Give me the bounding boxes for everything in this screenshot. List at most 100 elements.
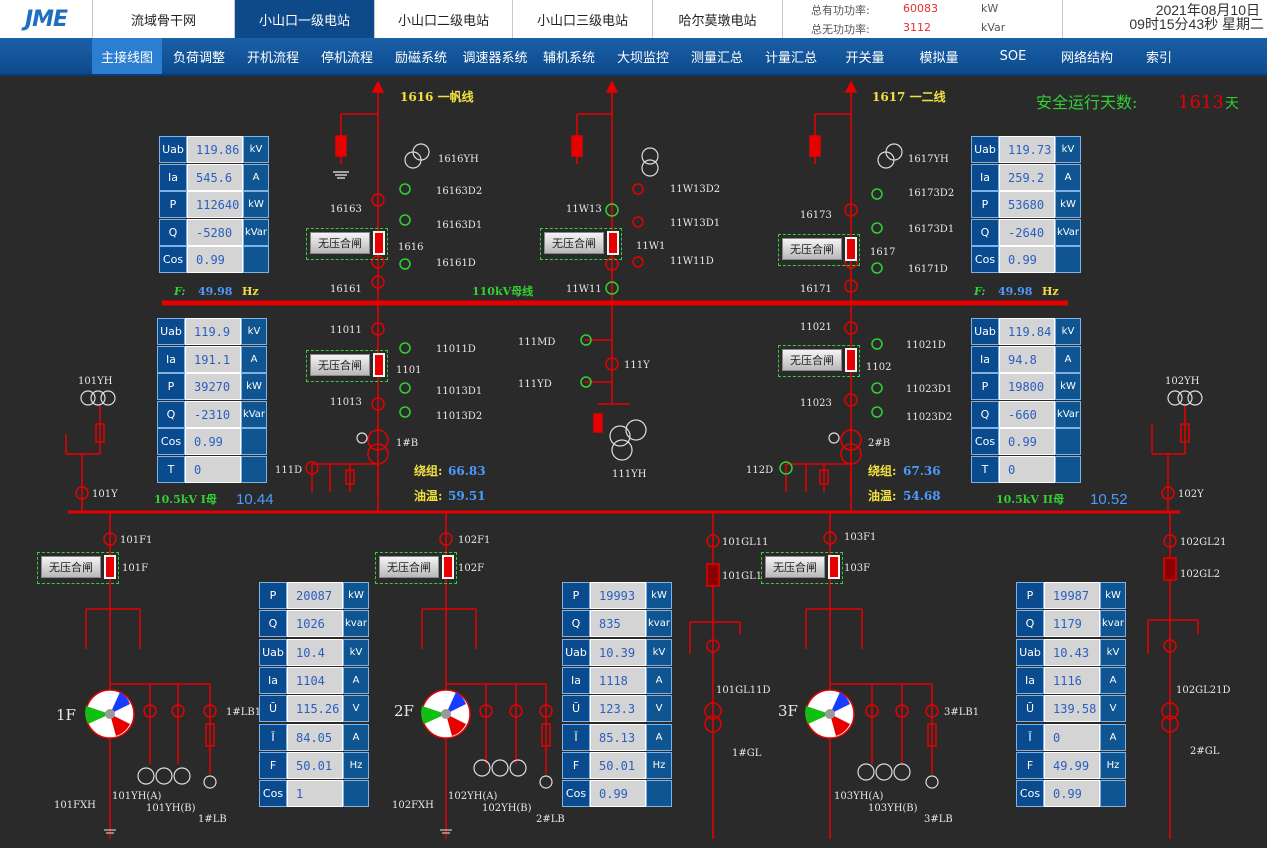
generator-1[interactable]	[85, 689, 135, 739]
panel-row-value: 10.39	[590, 639, 646, 666]
panel-row-value: 0.99	[590, 780, 646, 807]
tab-station-1[interactable]: 小山口一级电站	[234, 0, 374, 38]
breaker-11W1[interactable]	[607, 231, 619, 255]
safety-days-unit: 天	[1225, 96, 1239, 112]
panel-row-value: 139.58	[1044, 695, 1100, 722]
noload-button[interactable]: 无压合闸	[544, 232, 604, 254]
label-101FXH: 101FXH	[54, 800, 96, 811]
nav-metering-summary[interactable]: 计量汇总	[764, 50, 817, 66]
panel-row-unit: Hz	[1100, 752, 1126, 779]
noload-button[interactable]: 无压合闸	[310, 232, 370, 254]
panel-row-value: 119.86	[187, 136, 243, 163]
panel-row-unit: A	[241, 346, 267, 373]
panel-row-unit: V	[1100, 695, 1126, 722]
tab-harmodun[interactable]: 哈尔莫墩电站	[652, 0, 782, 38]
noload-close-102F[interactable]: 无压合闸	[375, 552, 457, 584]
noload-button[interactable]: 无压合闸	[41, 556, 101, 578]
nav-soe[interactable]: SOE	[999, 48, 1027, 64]
panel-row-label: Ū	[259, 695, 287, 722]
panel-row-label: Ū	[562, 695, 590, 722]
panel-row-value: -2310	[185, 401, 241, 428]
panel-row-value: -2640	[999, 219, 1055, 246]
noload-close-1616[interactable]: 无压合闸	[306, 228, 388, 260]
breaker-102F[interactable]	[442, 555, 454, 579]
noload-close-101F[interactable]: 无压合闸	[37, 552, 119, 584]
label-102FXH: 102FXH	[392, 800, 434, 811]
panel-row-unit: Hz	[646, 752, 672, 779]
label-101YHA: 101YH(A)	[112, 791, 162, 802]
label-16173D1: 16173D1	[908, 224, 954, 235]
noload-close-1102[interactable]: 无压合闸	[778, 345, 860, 377]
tab-station-3[interactable]: 小山口三级电站	[512, 0, 652, 38]
nav-main-wiring[interactable]: 主接线图	[92, 38, 162, 74]
panel-row-label: Uab	[259, 639, 287, 666]
nav-auxiliary[interactable]: 辅机系统	[542, 50, 595, 66]
label-103YHB: 103YH(B)	[868, 803, 918, 814]
panel-row-label: F	[259, 752, 287, 779]
panel-row-label: P	[259, 582, 287, 609]
label-103F: 103F	[844, 563, 870, 574]
label-101GL1: 101GL1	[722, 571, 762, 582]
panel-row-label: Cos	[1016, 780, 1044, 807]
nav-network[interactable]: 网络结构	[1060, 50, 1113, 66]
freq-right-value: 49.98	[998, 285, 1033, 298]
noload-button[interactable]: 无压合闸	[782, 238, 842, 260]
panel-row-label: P	[971, 191, 999, 218]
tab-backbone[interactable]: 流域骨干网	[92, 0, 234, 38]
label-3LB1: 3#LB1	[944, 707, 979, 718]
arrow-1616	[371, 80, 385, 93]
panel-row-value: 53680	[999, 191, 1055, 218]
panel-row-value: 115.26	[287, 695, 343, 722]
breaker-1617[interactable]	[845, 237, 857, 261]
panel-row-unit: kW	[1055, 191, 1081, 218]
label-2GL: 2#GL	[1190, 746, 1220, 757]
tab-station-2[interactable]: 小山口二级电站	[374, 0, 512, 38]
nav-excitation[interactable]: 励磁系统	[394, 50, 447, 66]
generator-3[interactable]	[805, 689, 855, 739]
t1-winding-value: 66.83	[448, 464, 486, 478]
nav-measure-summary[interactable]: 测量汇总	[690, 50, 743, 66]
nav-index[interactable]: 索引	[1145, 50, 1172, 66]
breaker-1101[interactable]	[373, 353, 385, 377]
noload-close-1101[interactable]: 无压合闸	[306, 350, 388, 382]
breaker-1102[interactable]	[845, 348, 857, 372]
label-112D: 112D	[746, 465, 773, 476]
panel-row-label: Cos	[157, 428, 185, 455]
breaker-103F[interactable]	[828, 555, 840, 579]
nav-shutdown-flow[interactable]: 停机流程	[320, 50, 373, 66]
noload-close-11W1[interactable]: 无压合闸	[540, 228, 622, 260]
bus-10kv-right-label: 10.5kV II母	[996, 493, 1064, 506]
panel-row-unit: kV	[243, 136, 269, 163]
panel-row-unit: A	[1100, 724, 1126, 751]
panel-row-unit: kVar	[243, 219, 269, 246]
nav-startup-flow[interactable]: 开机流程	[246, 50, 299, 66]
breaker-101F[interactable]	[104, 555, 116, 579]
t2-winding-label: 绕组:	[868, 463, 896, 478]
noload-button[interactable]: 无压合闸	[379, 556, 439, 578]
freq-left-value: 49.98	[198, 285, 233, 298]
panel-row-value: 119.84	[999, 318, 1055, 345]
noload-button[interactable]: 无压合闸	[310, 354, 370, 376]
noload-button[interactable]: 无压合闸	[782, 349, 842, 371]
nav-governor[interactable]: 调速器系统	[462, 50, 528, 66]
noload-close-1617[interactable]: 无压合闸	[778, 234, 860, 266]
panel-row-label: T	[157, 456, 185, 483]
label-11021D: 11021D	[906, 340, 946, 351]
panel-row-label: Ia	[971, 346, 999, 373]
noload-button[interactable]: 无压合闸	[765, 556, 825, 578]
panel-row-label: Ī	[562, 724, 590, 751]
noload-close-103F[interactable]: 无压合闸	[761, 552, 843, 584]
panel-row-unit: kVar	[241, 401, 267, 428]
freq-left-unit: Hz	[242, 285, 259, 298]
panel-row-label: Q	[971, 219, 999, 246]
nav-analog-quantity[interactable]: 模拟量	[919, 50, 959, 66]
nav-dam-monitor[interactable]: 大坝监控	[616, 50, 669, 66]
generator-2[interactable]	[421, 689, 471, 739]
bus-10kv-left-voltage: 10.44	[236, 491, 274, 508]
nav-load-adjust[interactable]: 负荷调整	[172, 50, 225, 66]
panel-row-unit: V	[343, 695, 369, 722]
panel-row-value: 1026	[287, 610, 343, 637]
nav-switch-quantity[interactable]: 开关量	[845, 50, 885, 66]
label-102GL2: 102GL2	[1180, 569, 1220, 580]
breaker-1616[interactable]	[373, 231, 385, 255]
